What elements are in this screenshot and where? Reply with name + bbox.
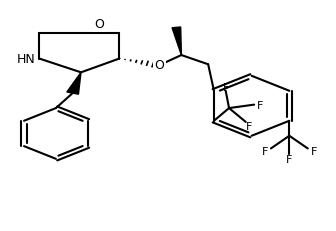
Text: HN: HN [16, 53, 35, 66]
Text: O: O [94, 18, 104, 31]
Text: F: F [262, 146, 268, 156]
Text: F: F [310, 146, 317, 156]
Polygon shape [67, 73, 81, 95]
Text: F: F [286, 155, 293, 164]
Text: F: F [257, 100, 263, 110]
Text: O: O [155, 58, 165, 71]
Text: F: F [246, 122, 252, 131]
Text: F: F [222, 83, 229, 93]
Polygon shape [172, 28, 181, 56]
